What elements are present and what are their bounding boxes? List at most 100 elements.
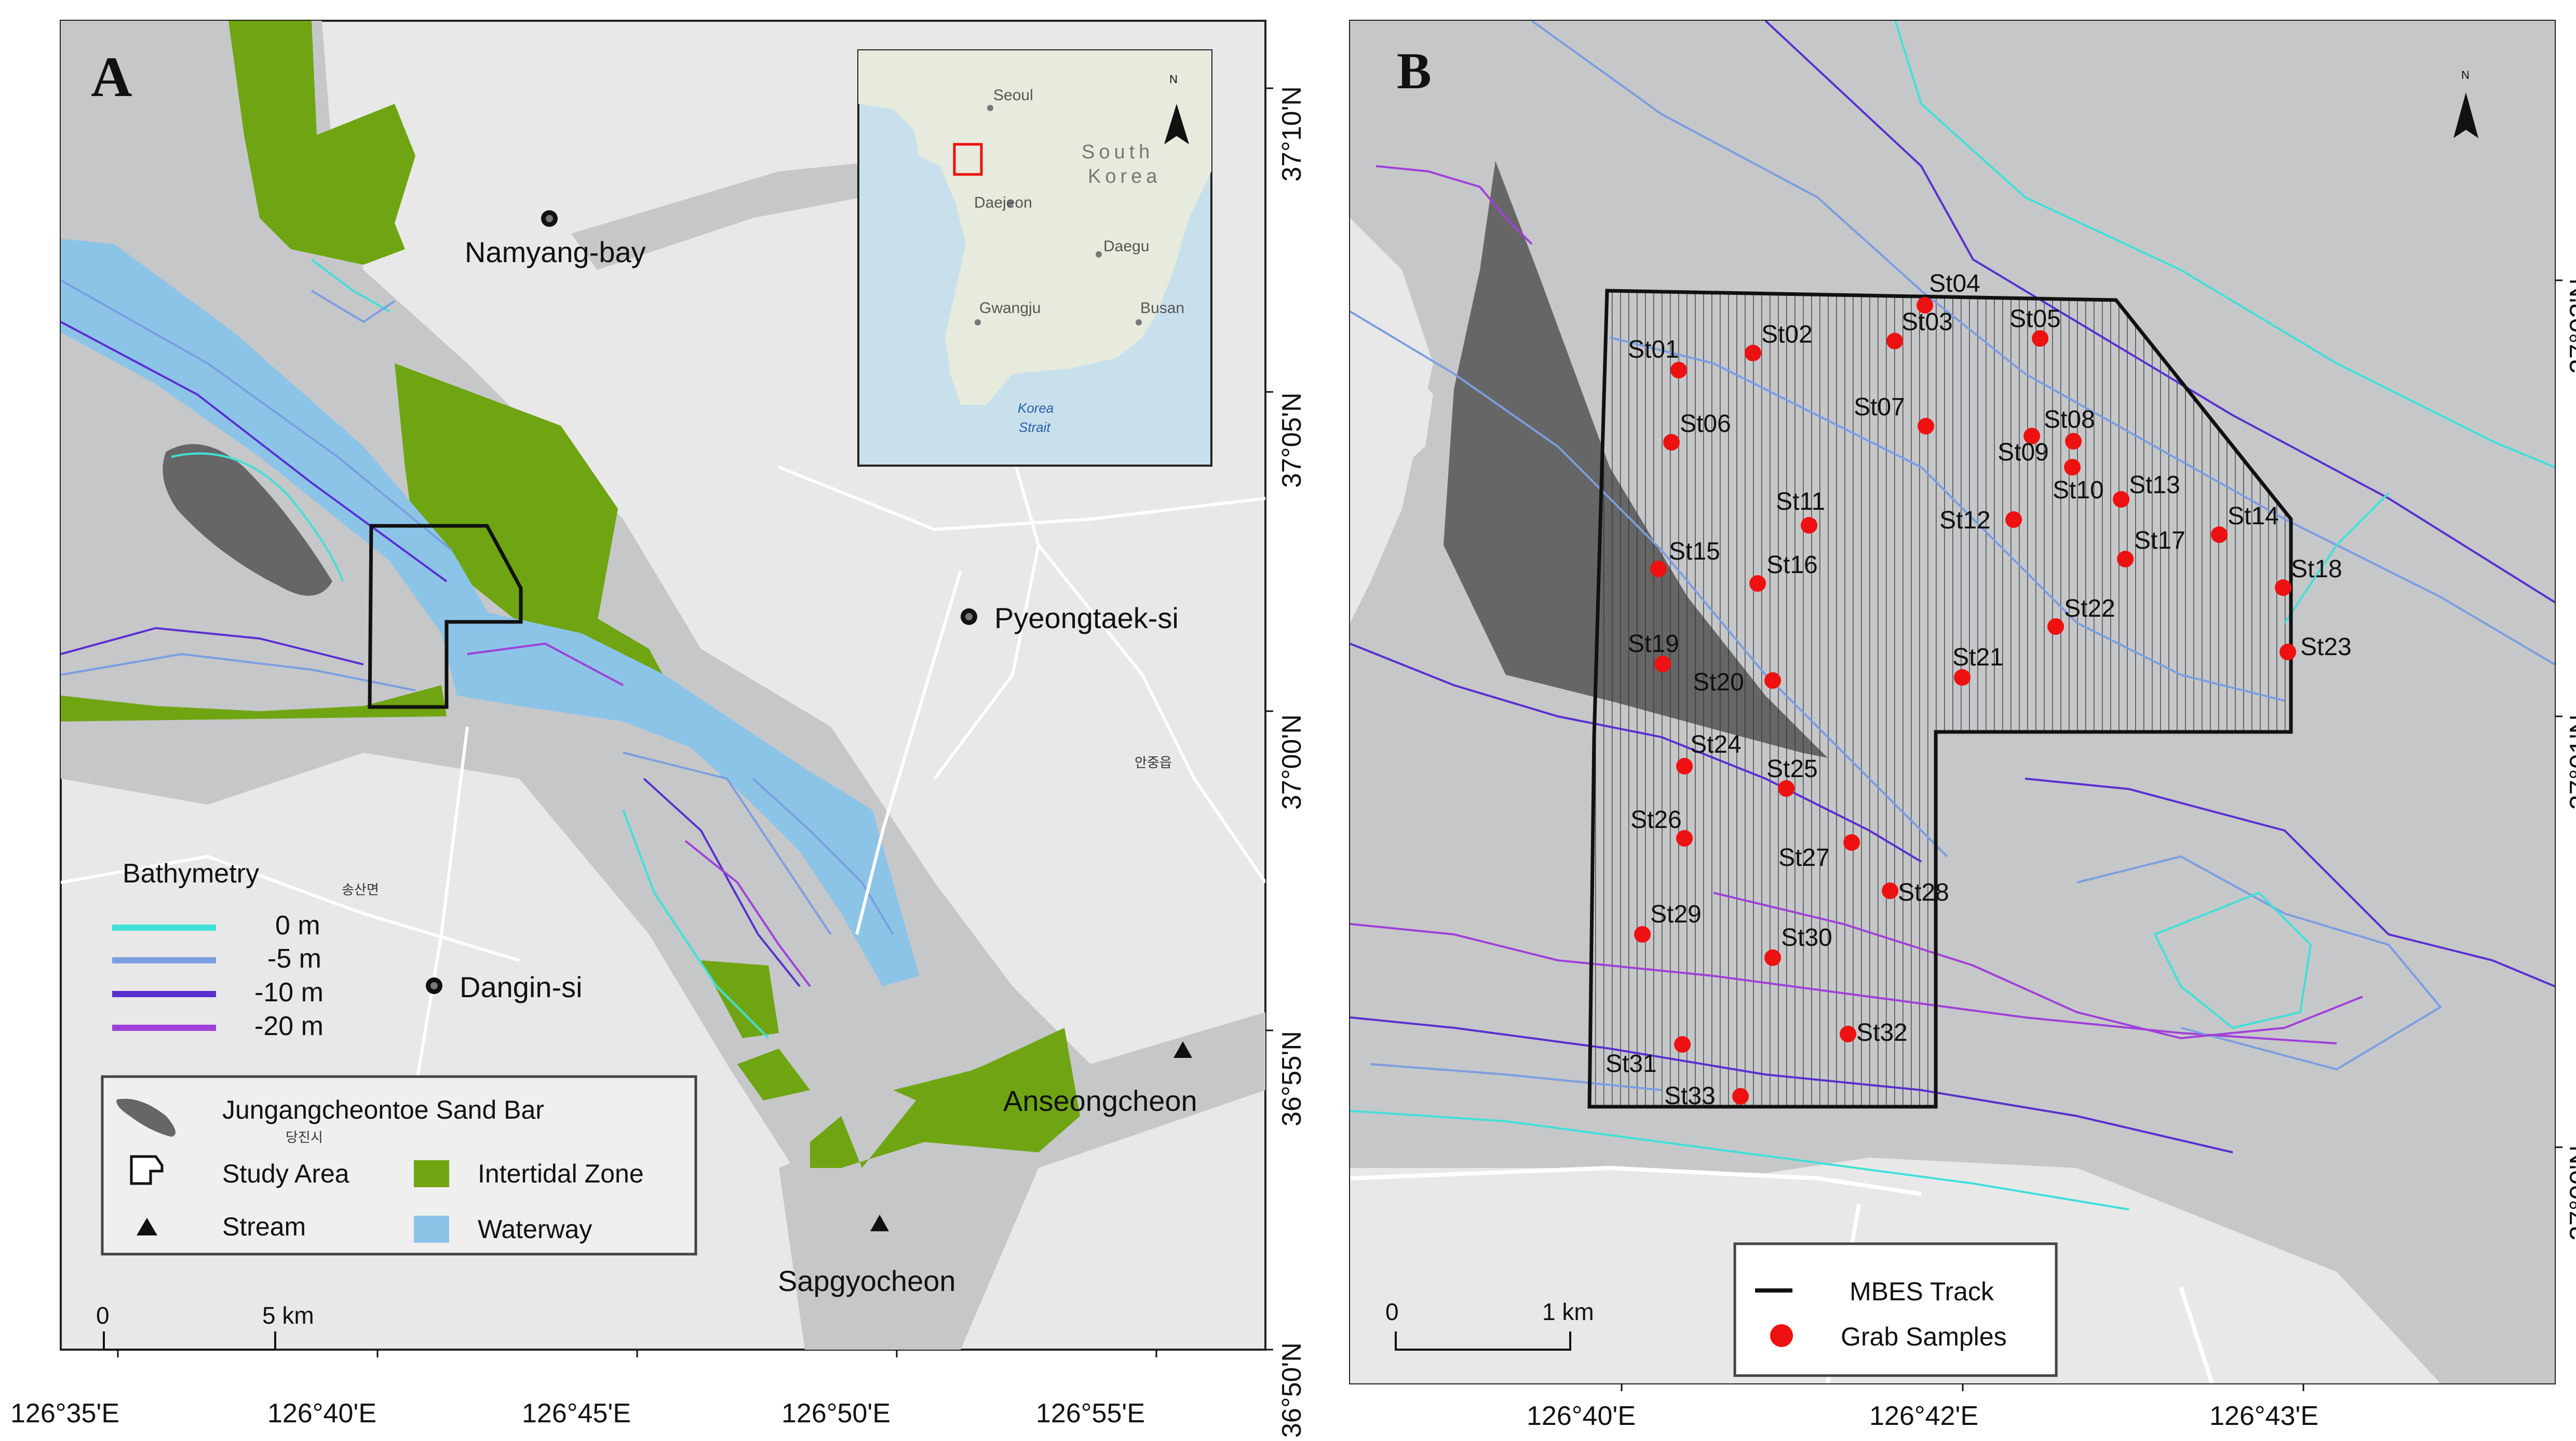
station-label-st12: St12 <box>1939 507 1991 534</box>
svg-text:36°55'N: 36°55'N <box>1277 1031 1307 1126</box>
station-label-st28: St28 <box>1898 879 1949 906</box>
station-label-st08: St08 <box>2044 406 2095 433</box>
legend-label-20m: -20 m <box>254 1011 323 1041</box>
legend-label-stream: Stream <box>222 1212 306 1241</box>
station-dot-st31 <box>1674 1036 1691 1053</box>
legend-label-0m: 0 m <box>275 910 320 941</box>
station-dot-st25 <box>1778 780 1795 797</box>
inset-city-seoul: Seoul <box>993 87 1033 104</box>
station-label-st19: St19 <box>1628 630 1679 658</box>
svg-text:37°05'N: 37°05'N <box>1277 392 1307 488</box>
station-label-st05: St05 <box>2009 305 2061 333</box>
legend-sand-bar-icon <box>116 1098 176 1137</box>
station-dot-st27 <box>1843 834 1860 851</box>
inset-map: Seoul Daejeon Daegu Gwangju Busan South … <box>857 49 1212 467</box>
inset-city-daegu: Daegu <box>1103 238 1149 255</box>
panel-b-contours <box>1350 21 2555 1211</box>
legend-label-grab-samples: Grab Samples <box>1841 1322 2007 1351</box>
place-label-dangin-si: Dangin-si <box>460 971 583 1003</box>
station-label-st11: St11 <box>1776 488 1825 515</box>
station-label-st24: St24 <box>1690 731 1742 758</box>
inset-strait-line2: Strait <box>1019 419 1051 435</box>
inset-strait-line1: Korea <box>1018 400 1054 416</box>
stream-label-sapgyocheon: Sapgyocheon <box>778 1265 956 1297</box>
station-dot-st12 <box>2005 511 2022 528</box>
station-label-st31: St31 <box>1606 1050 1657 1078</box>
panel-b-ticks <box>1621 279 2562 1391</box>
station-dot-st05 <box>2032 330 2048 347</box>
station-dot-st22 <box>2047 618 2064 635</box>
inset-country-line2: Korea <box>1088 166 1161 187</box>
legend-label-study-area: Study Area <box>222 1159 349 1188</box>
station-label-st27: St27 <box>1778 844 1830 872</box>
inset-city-daejeon: Daejeon <box>974 194 1032 211</box>
station-label-st26: St26 <box>1630 806 1682 834</box>
panel-a-waterway <box>61 239 919 986</box>
svg-text:0: 0 <box>96 1302 110 1329</box>
station-label-st25: St25 <box>1766 755 1818 783</box>
bathymetry-legend-title: Bathymetry <box>123 859 259 889</box>
korean-label-dangjin: 당진시 <box>286 1130 323 1145</box>
panel-a-sea-channel <box>571 156 945 270</box>
svg-text:N: N <box>2461 69 2470 81</box>
station-label-st02: St02 <box>1761 321 1813 348</box>
station-label-st23: St23 <box>2300 633 2352 661</box>
legend-label-sand-bar: Jungangcheontoe Sand Bar <box>222 1095 544 1124</box>
station-dot-st14 <box>2211 526 2228 543</box>
korean-label-anjung: 안중읍 <box>1135 755 1172 770</box>
grab-sample-stations: St01 St02 St03 St04 St05 St06 St07 St08 … <box>1606 270 2352 1110</box>
svg-text:5 km: 5 km <box>262 1302 314 1329</box>
station-dot-st13 <box>2113 491 2129 508</box>
station-dot-st07 <box>1918 418 1934 434</box>
station-dot-st02 <box>1745 345 1761 361</box>
station-label-st21: St21 <box>1952 644 2004 671</box>
station-label-st04: St04 <box>1929 270 1980 297</box>
panel-b-north-arrow-icon: N <box>2453 69 2478 138</box>
inset-country-line1: South <box>1082 141 1154 163</box>
inset-north-arrow-icon: N <box>1164 73 1189 144</box>
svg-text:126°40'E: 126°40'E <box>1527 1401 1636 1431</box>
station-label-st06: St06 <box>1680 410 1731 438</box>
station-dot-st11 <box>1801 517 1817 534</box>
station-label-st29: St29 <box>1650 901 1702 928</box>
panel-a-lon-labels: 126°35'E 126°40'E 126°45'E 126°50'E 126°… <box>10 1398 1145 1429</box>
legend-label-mbes-track: MBES Track <box>1850 1277 1994 1306</box>
svg-text:126°40'E: 126°40'E <box>267 1398 376 1429</box>
station-label-st13: St13 <box>2129 471 2180 499</box>
legend-grab-sample-dot <box>1770 1324 1793 1347</box>
panel-a-lat-labels: 37°10'N 37°05'N 37°00'N 36°55'N 36°50'N <box>1277 86 1307 1438</box>
panel-b-label: B <box>1397 42 1432 100</box>
svg-text:126°43'E: 126°43'E <box>2209 1401 2318 1431</box>
panel-b-map: St01 St02 St03 St04 St05 St06 St07 St08 … <box>1349 20 2576 1431</box>
svg-text:37°03'N: 37°03'N <box>2565 278 2576 374</box>
legend-label-waterway: Waterway <box>478 1215 592 1244</box>
study-area-outline <box>368 524 523 709</box>
panel-a-sand-bar <box>163 444 332 596</box>
svg-text:37°01'N: 37°01'N <box>2565 714 2576 810</box>
station-label-st15: St15 <box>1669 538 1720 565</box>
station-dot-st03 <box>1886 333 1903 349</box>
svg-text:37°00'N: 37°00'N <box>2565 1145 2576 1241</box>
station-label-st32: St32 <box>1856 1019 1908 1046</box>
svg-text:36°50'N: 36°50'N <box>1277 1342 1307 1438</box>
station-label-st18: St18 <box>2291 555 2342 583</box>
inset-city-gwangju: Gwangju <box>979 300 1041 317</box>
station-dot-st18 <box>2275 579 2291 596</box>
station-label-st07: St07 <box>1854 393 1905 421</box>
station-dot-st26 <box>1676 830 1693 847</box>
feature-legend: Jungangcheontoe Sand Bar 당진시 Study Area … <box>101 1075 697 1256</box>
place-marker-dangin-si <box>426 977 442 994</box>
station-label-st14: St14 <box>2228 502 2279 530</box>
station-label-st17: St17 <box>2134 527 2186 554</box>
legend-stream-icon <box>137 1218 157 1235</box>
panel-b-legend: MBES Track Grab Samples <box>1733 1242 2058 1377</box>
station-label-st33: St33 <box>1664 1082 1716 1110</box>
svg-text:126°55'E: 126°55'E <box>1036 1398 1145 1429</box>
panel-a-ticks <box>117 87 1273 1357</box>
station-dot-st20 <box>1764 672 1781 689</box>
station-dot-st04 <box>1917 297 1933 314</box>
panel-b-lon-labels: 126°40'E 126°42'E 126°43'E <box>1527 1401 2318 1431</box>
svg-text:126°45'E: 126°45'E <box>522 1398 631 1429</box>
stream-marker-anseongcheon <box>1174 1041 1192 1058</box>
station-dot-st30 <box>1764 949 1781 966</box>
